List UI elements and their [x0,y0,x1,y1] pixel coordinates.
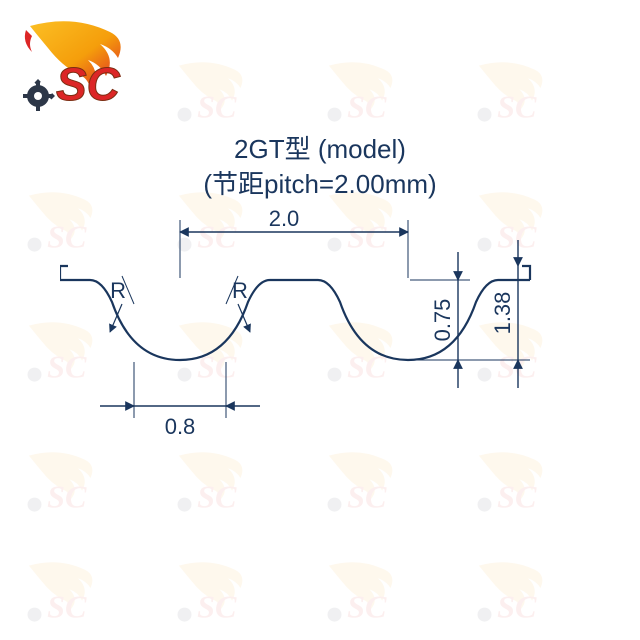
diagram-title: 2GT型 (model) (节距pitch=2.00mm) [0,132,640,202]
dim-tooth-width: 0.8 [100,362,260,439]
title-line-1: 2GT型 (model) [0,132,640,167]
dim-pitch: 2.0 [180,210,408,278]
dim-tooth-depth-value: 0.75 [430,299,455,342]
radius-label-left: R [110,278,126,303]
radius-label-right: R [232,278,248,303]
logo-text: SC [56,58,121,110]
radius-ticks: R R [110,276,250,332]
dim-tooth-width-value: 0.8 [165,414,196,439]
belt-profile-diagram: 2.0 R R 0.8 0.75 [60,210,580,510]
title-line-2: (节距pitch=2.00mm) [0,167,640,202]
dim-tooth-depth: 0.75 [410,252,470,388]
brand-logo: SC [18,18,128,118]
dim-pitch-value: 2.0 [269,210,300,231]
dim-thickness: 1.38 [410,240,530,388]
dim-thickness-value: 1.38 [490,292,515,335]
